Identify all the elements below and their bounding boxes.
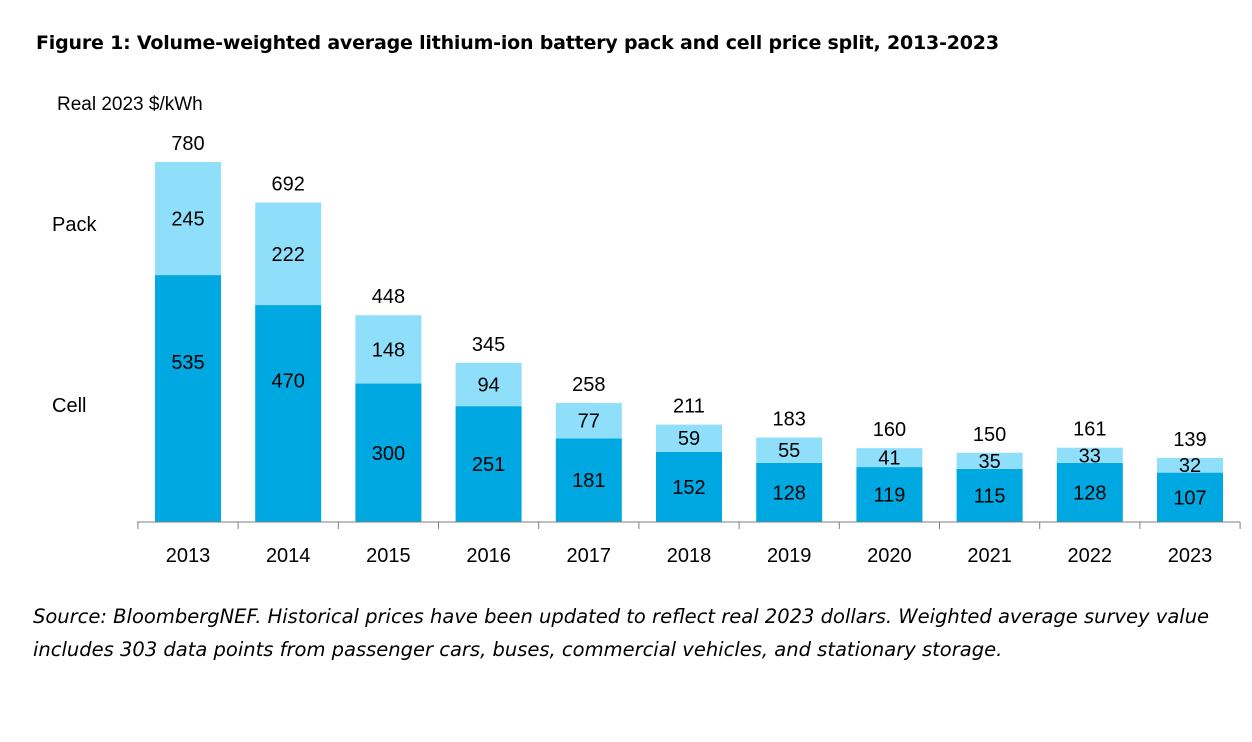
pack-value-label: 32: [1179, 455, 1201, 477]
bar-cell-2022: [1056, 462, 1123, 522]
source-note: Source: BloombergNEF. Historical prices …: [33, 605, 1210, 661]
bar-pack-2021: [956, 452, 1023, 469]
y-axis-unit-label: Real 2023 $/kWh: [57, 94, 203, 115]
bar-pack-2014: [255, 202, 322, 306]
pack-value-label: 59: [678, 428, 700, 450]
bar-cell-2023: [1157, 472, 1223, 522]
bar-pack-2020: [856, 448, 923, 468]
bar-pack-2023: [1157, 457, 1223, 473]
total-value-label: 150: [973, 424, 1006, 446]
total-value-label: 345: [472, 334, 505, 356]
x-tick-label: 2021: [967, 545, 1012, 567]
x-tick-label: 2022: [1068, 545, 1113, 567]
total-value-label: 183: [773, 409, 806, 431]
total-value-label: 780: [171, 133, 204, 155]
bar-cell-2019: [756, 462, 823, 522]
bar-cell-2013: [155, 275, 221, 522]
legend-pack-label: Pack: [52, 214, 97, 236]
pack-value-label: 55: [778, 440, 800, 462]
labels-layer: 535 245 780 2013 470 222 692 2014 300 148 448 2015 2…: [166, 133, 1213, 567]
bars-layer: [155, 162, 1223, 522]
cell-value-label: 300: [372, 443, 405, 465]
x-tick-label: 2017: [567, 545, 612, 567]
legend-cell-label: Cell: [52, 395, 86, 417]
pack-value-label: 33: [1079, 445, 1101, 467]
bar-cell-2020: [856, 467, 923, 522]
pack-value-label: 94: [477, 374, 499, 396]
total-value-label: 160: [873, 419, 906, 441]
pack-value-label: 245: [171, 209, 204, 231]
x-axis-ticks: [137, 522, 1241, 529]
x-tick-label: 2019: [767, 545, 812, 567]
total-value-label: 211: [673, 396, 705, 418]
cell-value-label: 181: [572, 470, 605, 492]
bar-cell-2015: [355, 383, 422, 522]
total-value-label: 139: [1173, 429, 1206, 451]
cell-value-label: 115: [974, 485, 1006, 507]
stacked-bar-chart: 535 245 780 2013 470 222 692 2014 300 148 448 2015 2…: [52, 94, 1241, 567]
x-tick-label: 2023: [1168, 545, 1213, 567]
figure-title: Figure 1: Volume-weighted average lithiu…: [36, 32, 999, 54]
bar-cell-2021: [956, 468, 1023, 522]
cell-value-label: 251: [472, 454, 505, 476]
x-tick-label: 2016: [466, 545, 511, 567]
total-value-label: 448: [372, 286, 405, 308]
bar-cell-2017: [555, 438, 622, 522]
x-tick-label: 2014: [266, 545, 311, 567]
bar-pack-2013: [155, 162, 221, 276]
bar-pack-2015: [355, 315, 422, 384]
x-tick-label: 2020: [867, 545, 912, 567]
pack-value-label: 35: [978, 451, 1000, 473]
cell-value-label: 470: [272, 371, 305, 393]
bar-pack-2016: [455, 362, 522, 407]
x-tick-label: 2015: [366, 545, 411, 567]
cell-value-label: 535: [171, 352, 204, 374]
bar-cell-2016: [455, 406, 522, 522]
x-tick-label: 2013: [166, 545, 211, 567]
bar-cell-2014: [255, 305, 322, 522]
bar-pack-2022: [1056, 447, 1123, 463]
pack-value-label: 77: [578, 411, 600, 433]
total-value-label: 258: [572, 374, 605, 396]
cell-value-label: 107: [1173, 487, 1206, 509]
pack-value-label: 41: [878, 448, 900, 470]
pack-value-label: 148: [372, 339, 405, 361]
bar-pack-2017: [555, 402, 622, 439]
bar-pack-2019: [756, 437, 823, 463]
x-tick-label: 2018: [667, 545, 712, 567]
cell-value-label: 128: [1073, 482, 1106, 504]
cell-value-label: 119: [873, 485, 905, 507]
total-value-label: 161: [1073, 419, 1106, 441]
cell-value-label: 128: [773, 482, 806, 504]
bar-cell-2018: [656, 451, 722, 522]
total-value-label: 692: [272, 174, 305, 196]
cell-value-label: 152: [672, 477, 705, 499]
bar-pack-2018: [656, 424, 722, 452]
pack-value-label: 222: [272, 244, 305, 266]
